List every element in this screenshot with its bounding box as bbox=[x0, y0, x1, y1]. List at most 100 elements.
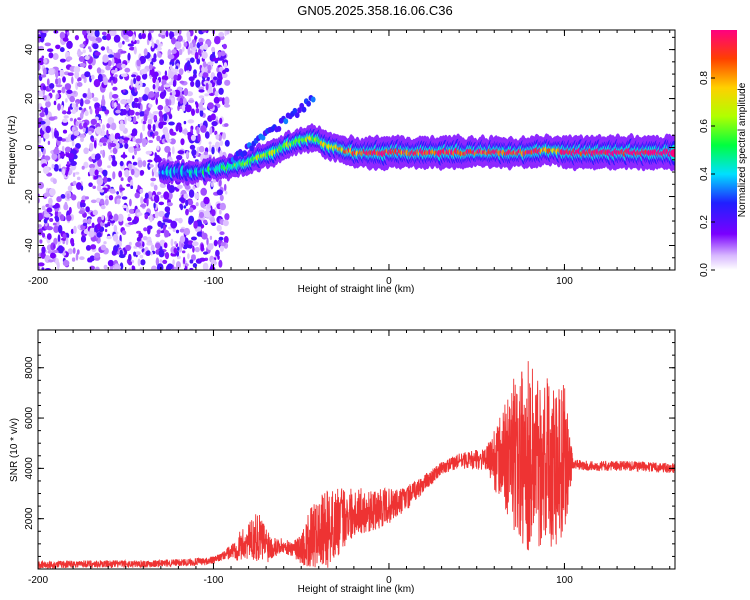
noise-speckle bbox=[44, 42, 51, 47]
noise-speckle bbox=[103, 241, 107, 245]
noise-speckle bbox=[158, 210, 165, 218]
ridge-branch-blob bbox=[310, 96, 316, 103]
ridge-branch-blob bbox=[306, 100, 311, 107]
noise-speckle bbox=[198, 145, 205, 153]
noise-speckle bbox=[152, 111, 160, 115]
noise-speckle bbox=[66, 214, 72, 222]
noise-speckle bbox=[205, 82, 209, 91]
noise-speckle bbox=[122, 151, 126, 160]
noise-speckle bbox=[84, 99, 91, 105]
noise-speckle bbox=[110, 149, 113, 153]
noise-speckle bbox=[158, 201, 165, 206]
noise-speckle bbox=[65, 237, 69, 246]
y-tick-label: 2000 bbox=[24, 507, 35, 530]
noise-speckle bbox=[100, 204, 106, 210]
noise-speckle bbox=[152, 124, 156, 132]
noise-speckle bbox=[94, 252, 101, 258]
noise-speckle bbox=[133, 170, 140, 178]
noise-speckle bbox=[185, 208, 189, 216]
noise-speckle bbox=[224, 30, 227, 37]
noise-speckle bbox=[218, 32, 225, 37]
noise-speckle bbox=[216, 224, 222, 232]
noise-speckle bbox=[133, 251, 137, 257]
ridge-branch-blob bbox=[260, 134, 266, 141]
noise-speckle bbox=[225, 190, 228, 195]
noise-speckle bbox=[183, 227, 191, 236]
noise-speckle bbox=[216, 79, 222, 86]
noise-speckle bbox=[181, 243, 185, 248]
noise-speckle bbox=[86, 30, 90, 34]
y-tick-label: 8000 bbox=[24, 356, 35, 379]
noise-speckle bbox=[194, 51, 199, 60]
noise-speckle bbox=[75, 120, 79, 127]
noise-speckle bbox=[89, 142, 94, 152]
noise-speckle bbox=[107, 60, 112, 67]
noise-speckle bbox=[136, 115, 140, 119]
noise-speckle bbox=[65, 98, 68, 103]
noise-speckle bbox=[218, 87, 224, 95]
noise-speckle bbox=[133, 103, 140, 108]
noise-speckle bbox=[113, 34, 121, 43]
noise-speckle bbox=[80, 235, 87, 243]
noise-speckle bbox=[141, 72, 148, 80]
noise-speckle bbox=[70, 240, 74, 246]
noise-speckle bbox=[168, 71, 174, 79]
noise-speckle bbox=[111, 94, 119, 99]
noise-speckle bbox=[88, 65, 92, 70]
noise-speckle bbox=[153, 194, 160, 203]
noise-speckle bbox=[209, 243, 214, 249]
noise-speckle bbox=[76, 249, 80, 255]
noise-speckle bbox=[75, 252, 79, 261]
noise-speckle bbox=[188, 76, 195, 82]
noise-speckle bbox=[122, 89, 126, 93]
noise-speckle bbox=[155, 257, 160, 266]
noise-speckle bbox=[46, 226, 53, 231]
noise-speckle bbox=[46, 233, 52, 240]
noise-speckle bbox=[120, 99, 128, 105]
noise-speckle bbox=[56, 196, 62, 203]
noise-speckle bbox=[189, 267, 194, 270]
noise-speckle bbox=[140, 170, 145, 176]
noise-speckle bbox=[195, 79, 201, 88]
noise-speckle bbox=[136, 212, 143, 217]
noise-speckle bbox=[153, 114, 158, 121]
noise-speckle bbox=[153, 202, 156, 209]
noise-speckle bbox=[173, 247, 178, 254]
noise-speckle bbox=[122, 109, 128, 116]
noise-speckle bbox=[152, 76, 157, 84]
noise-speckle bbox=[124, 116, 127, 125]
x-tick-label: 0 bbox=[386, 575, 392, 586]
noise-speckle bbox=[148, 103, 153, 108]
noise-speckle bbox=[44, 107, 49, 116]
noise-speckle bbox=[169, 128, 174, 135]
noise-speckle bbox=[59, 31, 66, 40]
noise-speckle bbox=[57, 103, 61, 111]
noise-speckle bbox=[127, 43, 134, 47]
noise-speckle bbox=[194, 192, 200, 200]
noise-speckle bbox=[53, 148, 60, 155]
noise-speckle bbox=[88, 131, 92, 135]
noise-speckle bbox=[111, 69, 116, 74]
noise-speckle bbox=[52, 204, 59, 209]
noise-speckle bbox=[133, 115, 137, 124]
noise-speckle bbox=[178, 48, 183, 56]
noise-speckle bbox=[92, 185, 96, 189]
noise-speckle bbox=[163, 84, 171, 88]
noise-speckle bbox=[123, 140, 129, 144]
noise-speckle bbox=[167, 263, 173, 270]
noise-speckle bbox=[177, 35, 183, 42]
noise-speckle bbox=[90, 118, 98, 125]
noise-speckle bbox=[59, 58, 66, 63]
noise-speckle bbox=[105, 195, 109, 199]
noise-speckle bbox=[155, 242, 161, 249]
noise-speckle bbox=[213, 76, 218, 81]
noise-speckle bbox=[206, 237, 209, 246]
noise-speckle bbox=[191, 236, 197, 241]
noise-speckle bbox=[221, 97, 226, 106]
noise-speckle bbox=[142, 236, 148, 241]
noise-speckle bbox=[224, 79, 231, 86]
noise-speckle bbox=[119, 123, 126, 132]
heatmap-x-tick-labels: -200 -100 0 100 bbox=[28, 276, 573, 287]
noise-speckle bbox=[41, 267, 45, 270]
noise-speckle bbox=[190, 134, 196, 141]
